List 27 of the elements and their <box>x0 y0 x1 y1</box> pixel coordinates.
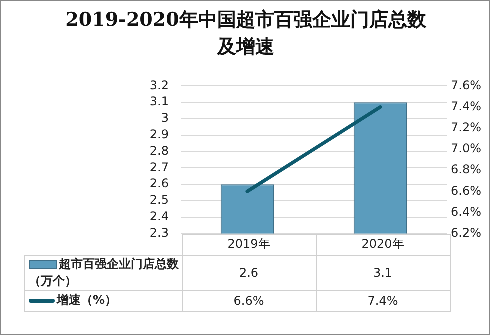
y2-tick-label: 7.0% <box>451 142 482 156</box>
x-tick-label: 2019年 <box>182 234 316 256</box>
y-tick-label: 2.6 <box>150 176 169 191</box>
y-tick-label: 2.3 <box>150 226 169 240</box>
legend-label: 增速（%） <box>57 293 118 308</box>
data-label: 3.1 <box>316 255 450 290</box>
y2-tick-label: 7.2% <box>451 120 482 134</box>
data-label: 6.6% <box>182 290 316 312</box>
y-tick-label: 2.4 <box>150 210 169 224</box>
legend-label: 超市百强企业门店总数（万个） <box>29 256 179 288</box>
y-tick-label: 3.1 <box>150 94 169 109</box>
y-tick-label: 2.9 <box>150 128 169 142</box>
y-tick-label: 2.7 <box>150 160 169 174</box>
y-tick-label: 2.8 <box>150 144 169 158</box>
y2-tick-label: 6.8% <box>451 162 482 177</box>
y2-tick-label: 6.6% <box>451 184 482 198</box>
y2-tick-label: 7.6% <box>451 78 482 92</box>
y2-tick-label: 6.4% <box>451 204 482 219</box>
y2-tick-label: 6.2% <box>451 226 482 240</box>
data-label: 2.6 <box>182 255 316 290</box>
y-tick-label: 3.2 <box>150 78 169 92</box>
y2-tick-label: 7.4% <box>451 99 482 114</box>
data-label: 7.4% <box>316 290 450 312</box>
y-tick-label: 2.5 <box>150 193 169 208</box>
chart-title: 2019-2020年中国超市百强企业门店总数及增速 <box>64 8 428 60</box>
y-tick-label: 3 <box>161 111 169 126</box>
x-tick-label: 2020年 <box>316 234 450 256</box>
